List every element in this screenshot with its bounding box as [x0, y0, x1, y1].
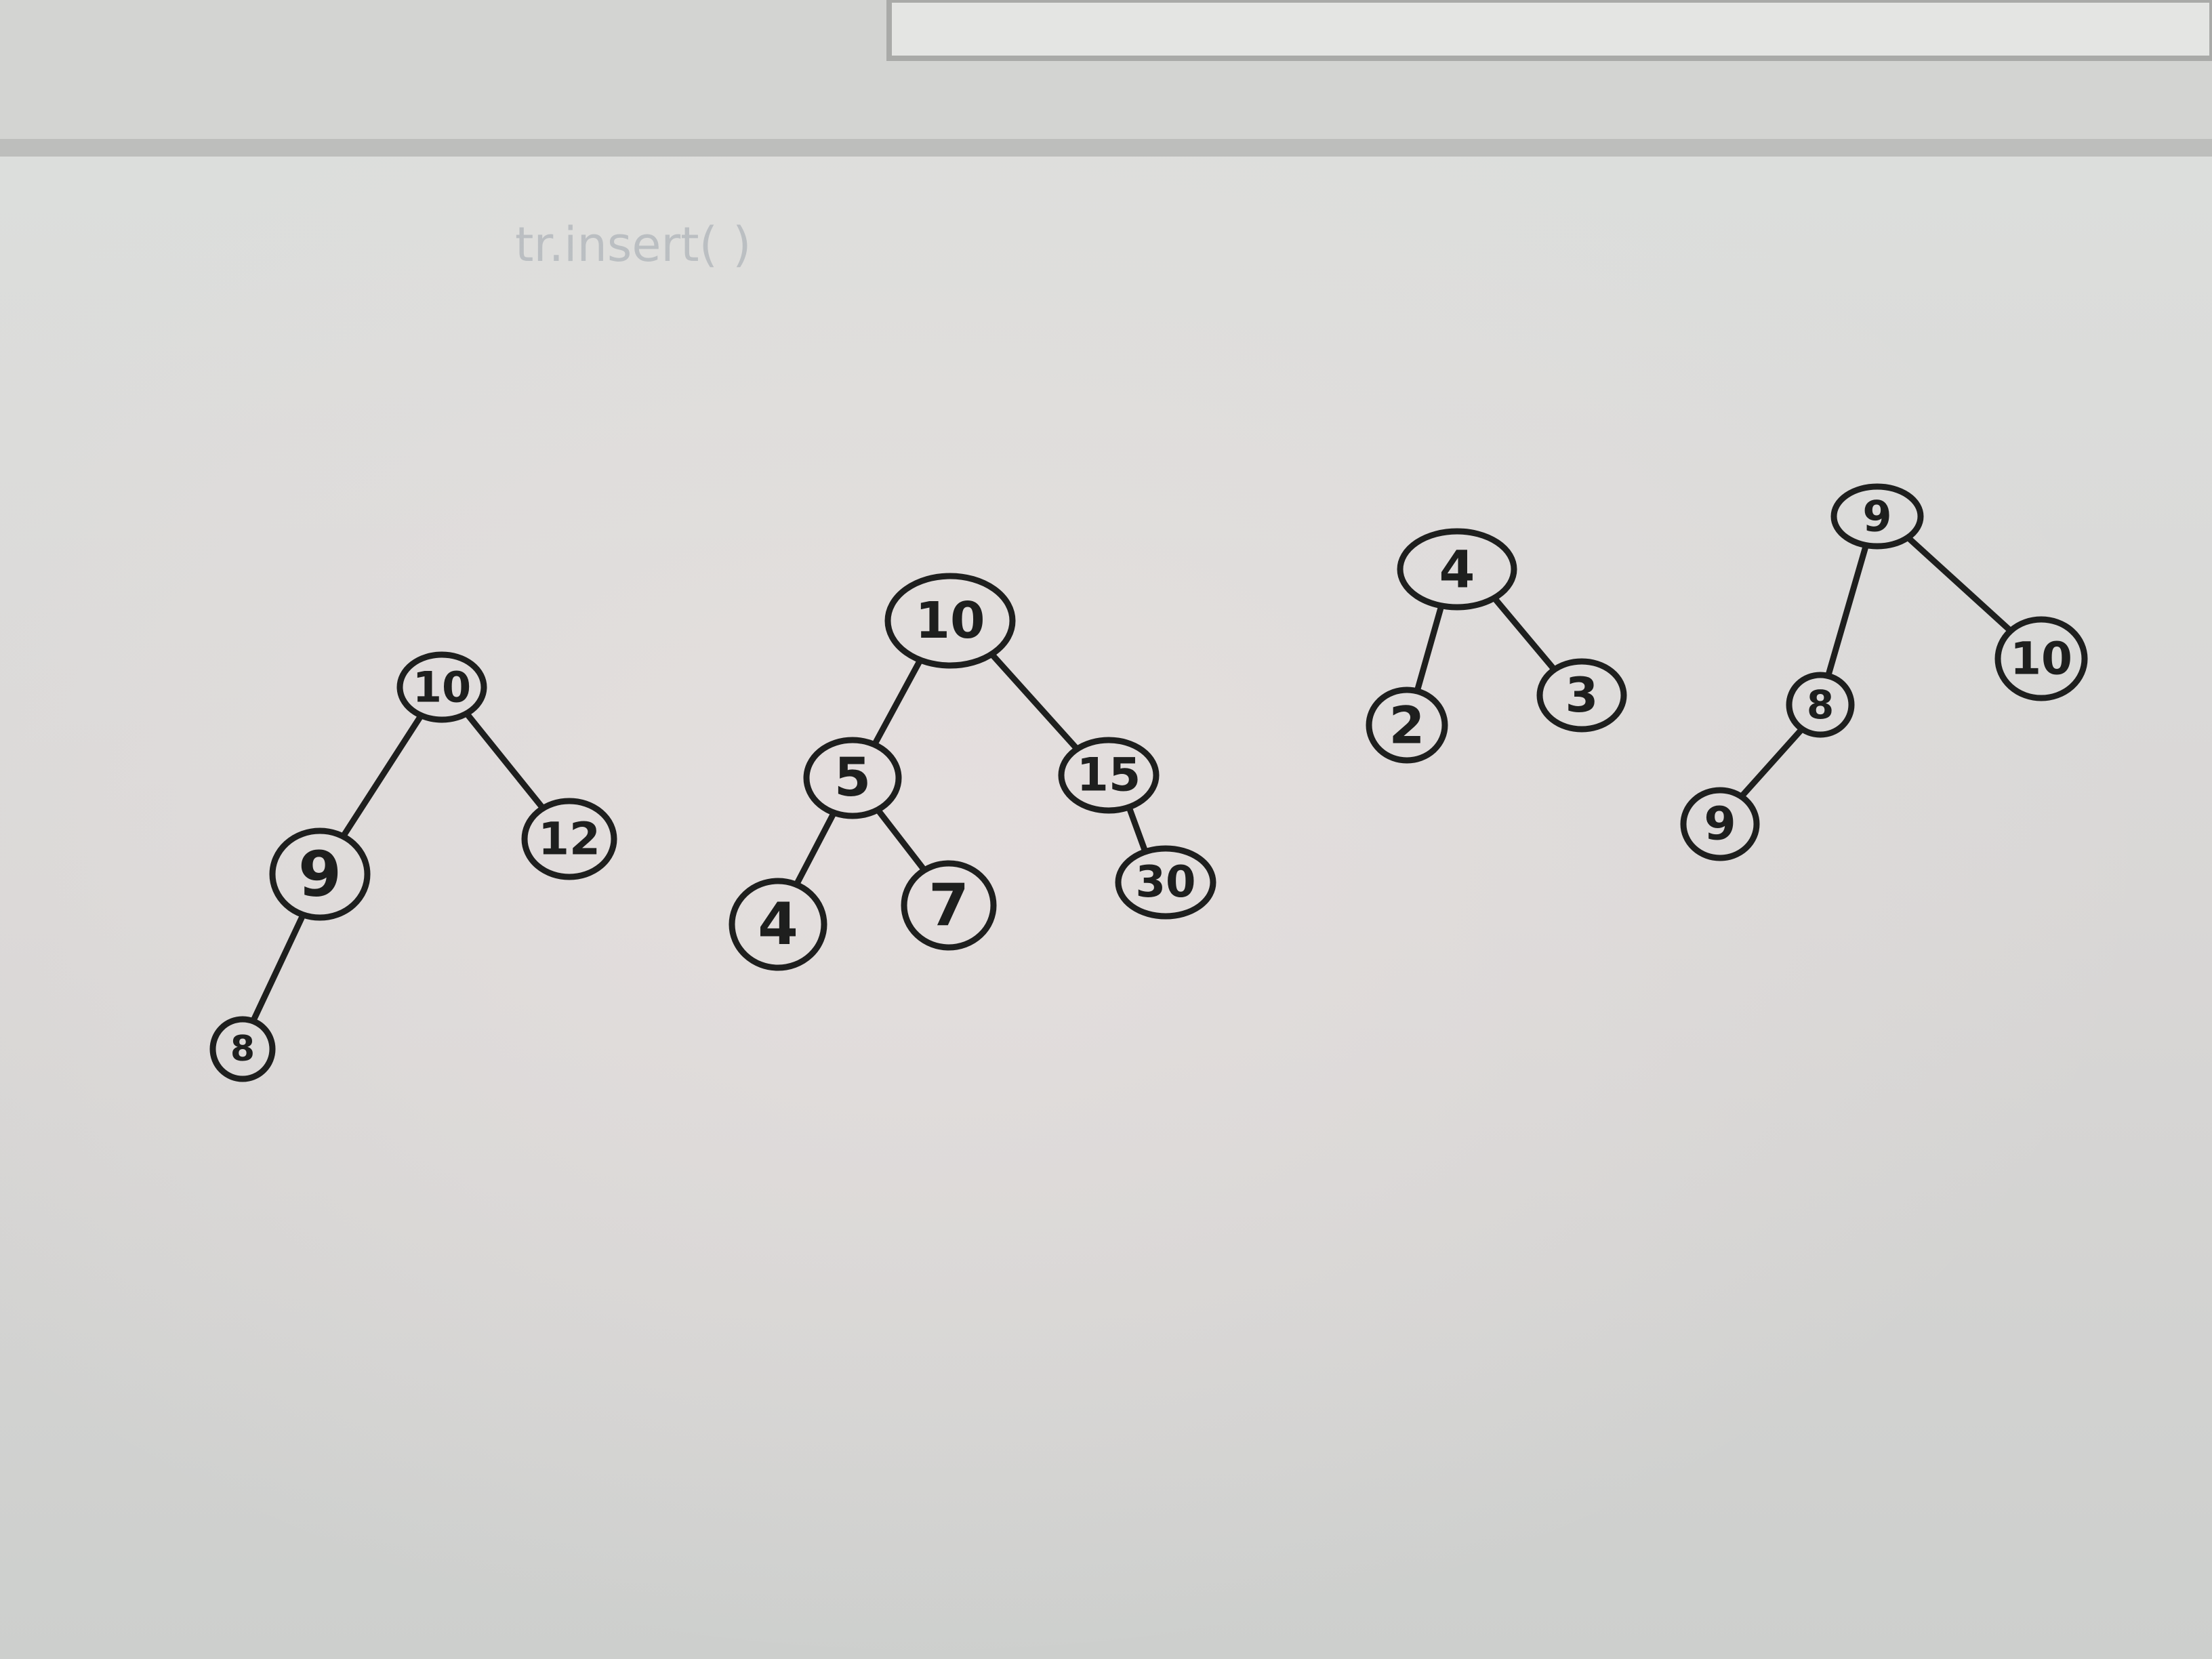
- tree-edge: [464, 711, 546, 811]
- node-circle: [1115, 845, 1216, 920]
- node-label: 10: [916, 592, 985, 650]
- node-label: 8: [230, 1029, 255, 1069]
- node-label: 9: [1862, 492, 1891, 541]
- tree-node: 15: [1058, 737, 1160, 814]
- tree-edges: [251, 535, 2013, 1023]
- tree-node: 12: [521, 798, 617, 880]
- tree-edge: [1905, 535, 2013, 634]
- node-label: 15: [1077, 749, 1141, 802]
- tree-node: 30: [1115, 845, 1216, 920]
- wall-panel: [886, 0, 2212, 61]
- tree-node: 2: [1366, 687, 1448, 764]
- node-label: 5: [834, 747, 871, 808]
- node-circle: [521, 798, 617, 880]
- node-label: 8: [1807, 682, 1834, 728]
- tree-node: 5: [803, 737, 902, 819]
- tree-edge: [251, 914, 305, 1023]
- tree-node: 8: [1786, 672, 1855, 738]
- board-frame: [0, 139, 2212, 157]
- node-circle: [1830, 483, 1924, 550]
- node-circle: [1397, 528, 1517, 611]
- node-circle: [901, 860, 997, 951]
- tree-node: 8: [209, 1016, 276, 1082]
- node-circle: [269, 827, 371, 921]
- node-label: 4: [1439, 539, 1475, 600]
- node-circle: [884, 573, 1016, 669]
- tree-node: 4: [729, 878, 827, 971]
- node-label: 7: [928, 872, 969, 939]
- faint-text: tr.insert( ): [515, 217, 752, 272]
- tree-node: 9: [1830, 483, 1924, 550]
- tree-node: 3: [1536, 658, 1627, 733]
- node-circle: [1536, 658, 1627, 733]
- tree-edge: [1739, 726, 1805, 799]
- node-label: 9: [1704, 798, 1736, 851]
- tree-node: 9: [1680, 787, 1760, 861]
- tree-edge: [1126, 806, 1148, 853]
- node-circle: [729, 878, 827, 971]
- tree-edge: [1826, 544, 1868, 677]
- node-label: 12: [538, 813, 600, 865]
- tree-node: 4: [1397, 528, 1517, 611]
- tree-edge: [1414, 606, 1444, 692]
- tree-edge: [989, 652, 1080, 752]
- node-circle: [1058, 737, 1160, 814]
- tree-node: 10: [884, 573, 1016, 669]
- node-circle: [803, 737, 902, 819]
- node-circle: [209, 1016, 276, 1082]
- node-circle: [1680, 787, 1760, 861]
- node-label: 3: [1565, 668, 1599, 723]
- tree-edge: [872, 659, 922, 746]
- node-label: 10: [2010, 633, 2072, 685]
- node-label: 10: [413, 663, 471, 712]
- tree-node: 10: [396, 651, 487, 723]
- tree-edge: [876, 808, 926, 872]
- whiteboard-glare: [0, 157, 2212, 1659]
- tree-edge: [1492, 596, 1557, 672]
- tree-node: 9: [269, 827, 371, 921]
- node-label: 4: [758, 890, 798, 958]
- tree-node: 7: [901, 860, 997, 951]
- node-circle: [1994, 616, 2088, 701]
- tree-edge: [794, 812, 836, 885]
- node-label: 9: [298, 838, 342, 911]
- tree-nodes: 10 9 12 8 10 5 15 4 7 30 4 2 3 9 8 10 9: [209, 483, 2088, 1082]
- tree-edge: [341, 714, 424, 838]
- node-label: 2: [1389, 695, 1425, 756]
- node-circle: [1786, 672, 1855, 738]
- node-circle: [1366, 687, 1448, 764]
- tree-node: 10: [1994, 616, 2088, 701]
- node-circle: [396, 651, 487, 723]
- node-label: 30: [1135, 857, 1195, 907]
